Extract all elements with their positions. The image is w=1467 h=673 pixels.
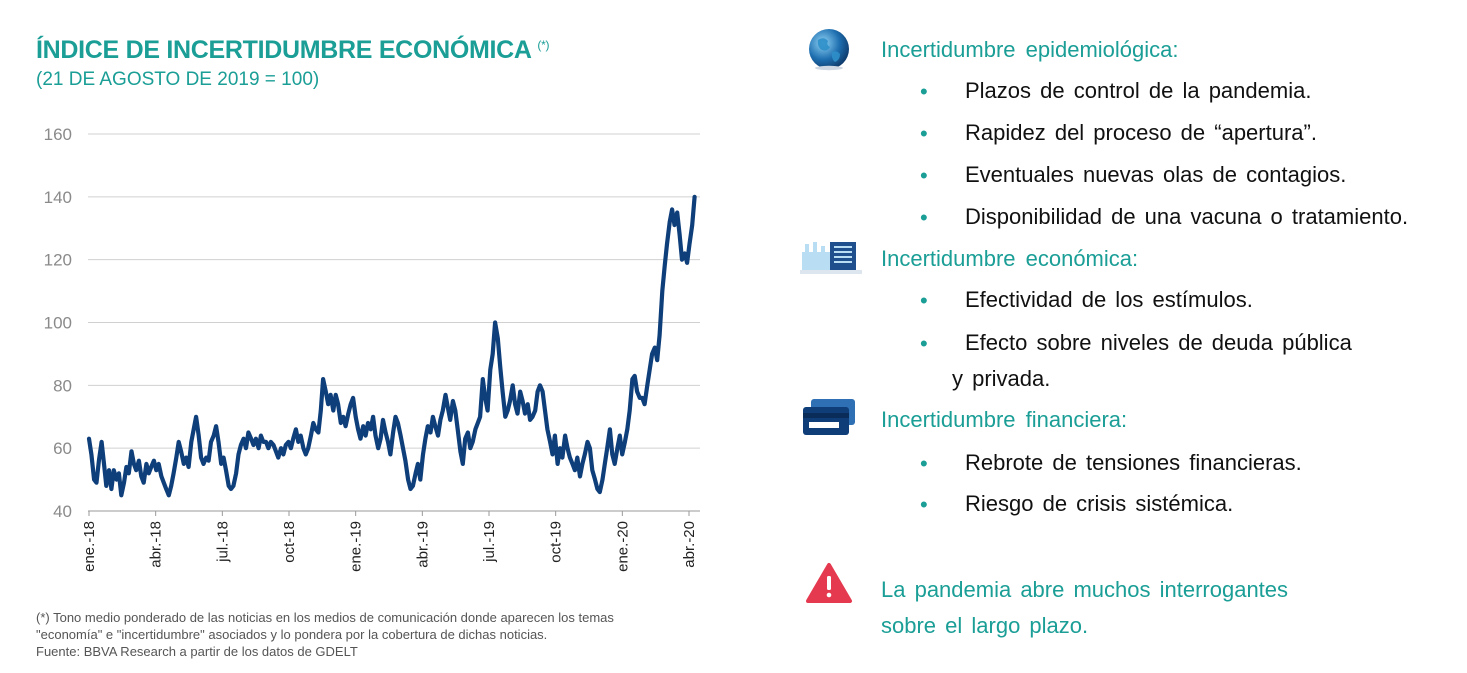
x-tick-label: oct-18 — [281, 521, 298, 563]
source-line: Fuente: BBVA Research a partir de los da… — [36, 644, 358, 659]
bullet: • — [920, 331, 928, 356]
list-item: Rapidez del proceso de “apertura”. — [965, 120, 1317, 145]
title-note: (*) — [537, 38, 550, 52]
y-tick-label: 120 — [44, 251, 72, 270]
list-item: Plazos de control de la pandemia. — [965, 78, 1312, 103]
conclusion-line: sobre el largo plazo. — [881, 613, 1089, 638]
line-chart: 40 60 80 100 120 140 160 ene.-18 abr.-18 jul.-18 o… — [44, 125, 700, 572]
x-tick-label: ene.-18 — [81, 521, 98, 572]
y-tick-label: 140 — [44, 188, 72, 207]
y-tick-label: 160 — [44, 125, 72, 144]
x-tick-label: jul.-18 — [214, 521, 231, 563]
footnote-line: (*) Tono medio ponderado de las noticias… — [36, 610, 614, 625]
list-item: Eventuales nuevas olas de contagios. — [965, 162, 1347, 187]
bullet: • — [920, 121, 928, 146]
x-tick-label: ene.-20 — [614, 521, 631, 572]
x-tick-label: abr.-20 — [681, 521, 698, 568]
bullet: • — [920, 79, 928, 104]
bullet: • — [920, 288, 928, 313]
list-item: Efectividad de los estímulos. — [965, 287, 1253, 312]
footnote: (*) Tono medio ponderado de las noticias… — [36, 609, 726, 660]
y-tick-label: 60 — [53, 439, 72, 458]
credit-card-icon — [801, 398, 857, 443]
conclusion-line: La pandemia abre muchos interrogantes — [881, 577, 1289, 602]
chart-title: ÍNDICE DE INCERTIDUMBRE ECONÓMICA (*) — [36, 36, 550, 64]
y-tick-label: 80 — [53, 376, 72, 395]
section-heading-economic: Incertidumbre económica: — [881, 246, 1139, 271]
section-heading-financial: Incertidumbre financiera: — [881, 407, 1128, 432]
section-heading-epidemiological: Incertidumbre epidemiológica: — [881, 37, 1179, 62]
bullet: • — [920, 205, 928, 230]
y-tick-label: 100 — [44, 314, 72, 333]
y-tick-label: 40 — [53, 502, 72, 521]
globe-icon — [806, 26, 852, 77]
conclusion: La pandemia abre muchos interrogantes so… — [881, 572, 1288, 644]
x-tick-label: abr.-19 — [414, 521, 431, 568]
list-item: Riesgo de crisis sistémica. — [965, 491, 1234, 516]
factory-icon — [800, 240, 862, 281]
bullet: • — [920, 451, 928, 476]
warning-icon — [805, 562, 853, 609]
series-line — [86, 194, 697, 498]
x-tick-label: abr.-18 — [148, 521, 165, 568]
x-tick-label: jul.-19 — [481, 521, 498, 563]
list-item: Disponibilidad de una vacuna o tratamien… — [965, 204, 1409, 229]
list-item-continuation: y privada. — [952, 366, 1051, 391]
chart-subtitle: (21 DE AGOSTO DE 2019 = 100) — [36, 69, 320, 90]
list-item: Efecto sobre niveles de deuda pública — [965, 330, 1352, 355]
x-tick-label: oct-19 — [548, 521, 565, 563]
bullet: • — [920, 163, 928, 188]
footnote-line: "economía" e "incertidumbre" asociados y… — [36, 627, 548, 642]
x-tick-label: ene.-19 — [348, 521, 365, 572]
bullet: • — [920, 492, 928, 517]
list-item: Rebrote de tensiones financieras. — [965, 450, 1302, 475]
